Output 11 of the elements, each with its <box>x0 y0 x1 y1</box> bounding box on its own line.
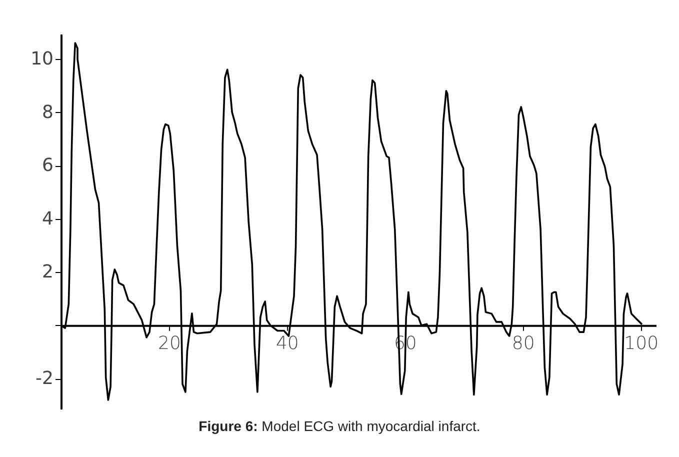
y-tick-label: 2 <box>42 262 54 283</box>
y-tick-label: 8 <box>42 102 54 123</box>
x-tick-label: 40 <box>276 332 299 354</box>
x-tick-label: 80 <box>512 332 535 354</box>
y-tick-label: 10 <box>30 48 54 70</box>
x-tick-label: 100 <box>624 332 659 354</box>
y-tick-label: 6 <box>42 155 54 176</box>
y-tick-label: 4 <box>42 208 54 230</box>
x-tick-label: 20 <box>158 332 181 354</box>
caption: Figure 6: Model ECG with myocardial infarct. <box>198 418 482 434</box>
y-tick-label: -2 <box>36 368 54 390</box>
